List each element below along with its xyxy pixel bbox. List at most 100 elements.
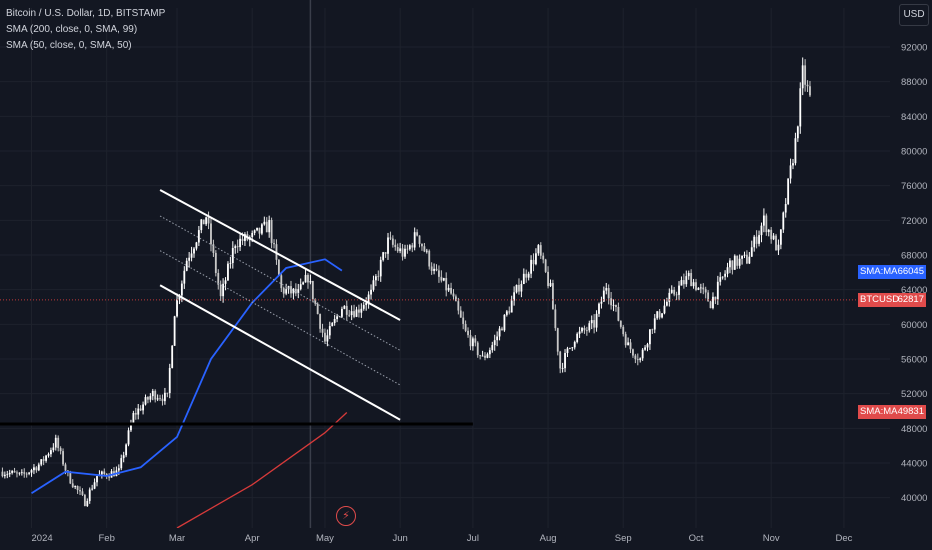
candle-body	[173, 316, 176, 346]
currency-button[interactable]: USD	[899, 4, 929, 26]
candle-body	[277, 259, 280, 276]
candle-body	[738, 258, 741, 266]
candle-body	[474, 338, 477, 343]
candle-body	[513, 292, 516, 301]
legend-sma200[interactable]: SMA (200, close, 0, SMA, 99)	[6, 24, 138, 35]
candle-body	[401, 248, 404, 257]
candle-body	[796, 126, 799, 139]
legend-sma50[interactable]: SMA (50, close, 0, SMA, 50)	[6, 40, 132, 51]
candle-body	[11, 471, 14, 473]
candle-body	[699, 287, 702, 289]
candle-body	[721, 276, 724, 278]
candle-body	[714, 296, 717, 300]
candle-body	[549, 283, 552, 287]
candle-body	[20, 472, 23, 474]
candle-body	[13, 471, 16, 473]
candle-body	[687, 273, 690, 277]
channel-lower-line	[159, 284, 401, 421]
candle-body	[149, 396, 152, 400]
candle-body	[755, 236, 758, 244]
candle-body	[297, 289, 300, 294]
candle-body	[399, 248, 402, 252]
tag-value: 62817	[897, 293, 924, 305]
candle-body	[253, 230, 256, 233]
sma200-price-tag: SMA:MA49831	[858, 405, 926, 420]
candle-body	[391, 238, 394, 245]
candle-body	[532, 259, 535, 265]
candle-body	[770, 229, 773, 240]
candle-body	[801, 65, 804, 89]
candle-body	[544, 259, 547, 272]
candle-body	[663, 305, 666, 314]
candle-body	[653, 318, 656, 330]
candle-body	[607, 288, 610, 299]
candle-body	[28, 472, 31, 474]
candle-body	[779, 229, 782, 245]
x-tick-label: Nov	[763, 533, 780, 544]
candle-body	[76, 486, 79, 491]
candle-body	[712, 296, 714, 309]
candle-body	[641, 349, 644, 359]
candle-body	[804, 65, 807, 85]
candle-body	[690, 273, 693, 287]
candle-body	[207, 217, 210, 224]
candle-body	[205, 217, 208, 225]
candle-body	[661, 313, 663, 318]
x-tick-label: Oct	[689, 533, 704, 544]
x-tick-label: Jun	[392, 533, 407, 544]
candle-body	[726, 267, 729, 274]
candle-body	[612, 304, 615, 306]
x-tick-label: 2024	[32, 533, 53, 544]
candle-body	[81, 491, 84, 495]
sma200-line	[176, 412, 348, 529]
candle-body	[435, 268, 438, 271]
candle-body	[501, 328, 503, 331]
legend-symbol-title[interactable]: Bitcoin / U.S. Dollar, 1D, BITSTAMP	[6, 8, 166, 19]
candle-body	[3, 474, 6, 477]
candle-body	[452, 293, 455, 297]
candle-body	[83, 494, 86, 507]
candle-body	[69, 472, 72, 484]
candle-body	[719, 277, 722, 282]
candle-body	[799, 88, 802, 127]
candle-body	[214, 252, 217, 273]
candle-body	[365, 303, 368, 306]
candle-body	[678, 285, 680, 295]
candle-body	[132, 413, 135, 424]
candle-body	[37, 464, 40, 471]
candle-body	[593, 320, 596, 328]
candle-body	[30, 470, 33, 473]
candle-body	[564, 353, 566, 369]
candle-body	[695, 282, 697, 290]
candle-body	[265, 221, 268, 233]
candle-body	[331, 323, 334, 327]
candle-body	[1, 471, 4, 477]
candle-body	[336, 316, 339, 320]
candle-body	[629, 342, 632, 350]
candle-body	[197, 230, 200, 243]
candle-body	[682, 280, 685, 285]
candle-body	[484, 355, 486, 358]
candle-body	[648, 329, 651, 345]
candle-body	[600, 301, 603, 304]
candle-body	[568, 347, 571, 349]
candle-body	[753, 236, 756, 248]
candle-body	[357, 309, 360, 313]
candle-body	[389, 237, 392, 239]
lightning-icon[interactable]: ⚡	[336, 506, 356, 526]
time-axis[interactable]: 2024 Feb Mar Apr May Jun Jul Aug Sep Oct Nov Dec	[0, 528, 890, 550]
candle-body	[697, 287, 700, 290]
candle-body	[321, 328, 324, 333]
candle-body	[707, 292, 710, 302]
candle-body	[42, 459, 45, 461]
candle-body	[527, 273, 530, 278]
y-tick-label: 92000	[901, 43, 927, 54]
candle-body	[408, 245, 411, 250]
candle-body	[188, 257, 191, 261]
candle-body	[794, 138, 797, 164]
candle-body	[806, 84, 809, 87]
candle-body	[74, 486, 77, 488]
candle-body	[18, 472, 21, 474]
candle-body	[299, 284, 302, 290]
